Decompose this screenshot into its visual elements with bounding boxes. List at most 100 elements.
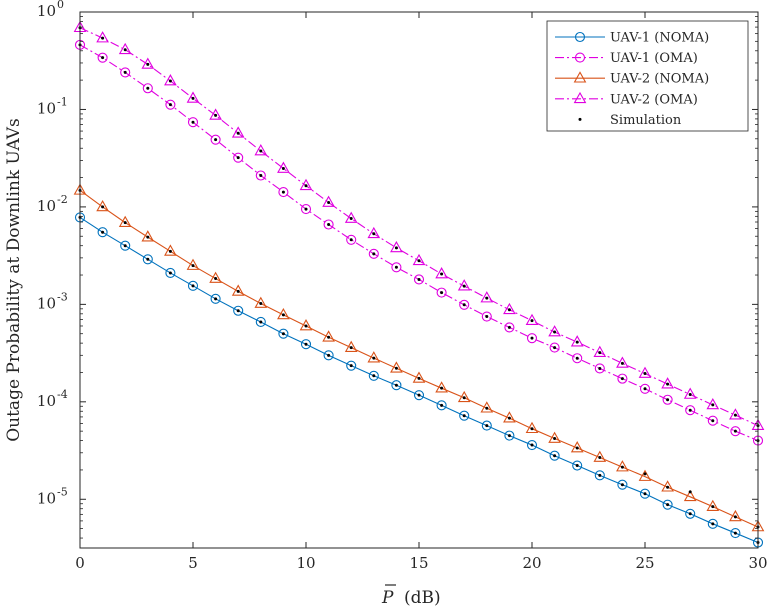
series-marker (685, 508, 696, 519)
series-marker (187, 117, 199, 128)
series-marker (118, 42, 132, 55)
series-marker (480, 291, 494, 303)
legend-label: UAV-1 (NOMA) (610, 31, 709, 46)
simulation-point (394, 383, 398, 387)
series-marker (459, 410, 470, 421)
simulation-point (101, 56, 105, 60)
simulation-point (575, 356, 579, 360)
legend-label: UAV-2 (NOMA) (610, 72, 709, 87)
series-marker (186, 91, 200, 103)
series-marker (120, 240, 131, 251)
series-marker (638, 469, 652, 481)
y-tick-exponent: -4 (57, 388, 68, 401)
simulation-point (394, 265, 398, 269)
simulation-point (168, 249, 172, 253)
series-marker (480, 401, 494, 413)
series-marker (457, 279, 471, 291)
x-tick-label: 20 (522, 554, 541, 572)
simulation-point (666, 382, 670, 386)
simulation-point (146, 86, 150, 90)
simulation-point (304, 324, 308, 328)
simulation-point (327, 335, 331, 339)
series-marker (322, 330, 335, 342)
legend-item: UAV-1 (NOMA) (555, 31, 709, 46)
series-marker (683, 489, 697, 502)
legend-label: UAV-1 (OMA) (610, 51, 698, 66)
simulation-point (191, 284, 195, 288)
series-marker (504, 322, 515, 333)
simulation-point (620, 377, 624, 381)
simulation-point (123, 70, 127, 74)
series-marker (549, 342, 560, 353)
series-marker (707, 518, 718, 529)
series-marker (503, 302, 516, 315)
x-tick-label: 30 (748, 554, 767, 572)
series-marker (481, 420, 492, 431)
simulation-point (688, 392, 692, 396)
series-marker (231, 284, 245, 296)
simulation-point (733, 531, 737, 535)
y-tick-label: 10 (37, 2, 56, 20)
y-tick-exponent: -5 (57, 485, 68, 498)
series-marker (142, 83, 153, 94)
simulation-point (462, 414, 466, 418)
series-marker (548, 325, 561, 337)
y-tick-label: 10 (37, 197, 56, 215)
series-marker (367, 351, 381, 363)
series-marker (617, 479, 628, 490)
simulation-point (191, 120, 195, 124)
series-marker (436, 400, 447, 411)
series-marker (346, 360, 357, 371)
series-marker (187, 280, 199, 291)
simulation-point (598, 366, 602, 370)
simulation-point (349, 364, 353, 368)
simulation-point (553, 346, 557, 350)
simulation-point (372, 374, 376, 378)
series-marker (210, 293, 221, 304)
series-marker (254, 296, 268, 308)
series-marker (231, 126, 245, 138)
series-marker (457, 390, 471, 403)
series-marker (638, 366, 652, 378)
series-marker (730, 528, 741, 539)
simulation-point (440, 272, 444, 276)
series-marker (210, 134, 221, 145)
series-marker (729, 408, 742, 420)
legend-label: UAV-2 (OMA) (610, 92, 698, 107)
simulation-point (146, 62, 150, 66)
simulation-point (191, 96, 195, 100)
simulation-point (711, 403, 715, 407)
simulation-point (666, 485, 670, 489)
series-marker (255, 170, 266, 181)
simulation-point (259, 174, 263, 178)
y-tick-exponent: 0 (57, 0, 64, 11)
simulation-point (598, 456, 602, 460)
simulation-point (711, 419, 715, 423)
simulation-point (372, 252, 376, 256)
series-marker (209, 271, 222, 283)
series-marker (503, 411, 516, 423)
series-marker (322, 195, 335, 207)
series-marker (594, 470, 605, 481)
simulation-point (485, 315, 489, 319)
legend-marker (573, 91, 587, 104)
simulation-point (281, 166, 285, 170)
series-marker (165, 99, 176, 110)
simulation-point (259, 320, 263, 324)
simulation-point (733, 429, 737, 433)
simulation-point (643, 372, 647, 376)
simulation-point (281, 190, 285, 194)
simulation-point (598, 351, 602, 355)
simulation-point (440, 403, 444, 407)
series-marker (97, 52, 108, 63)
simulation-point (281, 313, 285, 317)
series-marker (548, 431, 561, 443)
simulation-point (553, 437, 557, 441)
series-marker (662, 394, 673, 405)
simulation-point (327, 222, 331, 226)
simulation-point (530, 319, 534, 323)
series-marker (661, 480, 674, 492)
simulation-point (507, 308, 511, 312)
series-marker (233, 152, 244, 163)
